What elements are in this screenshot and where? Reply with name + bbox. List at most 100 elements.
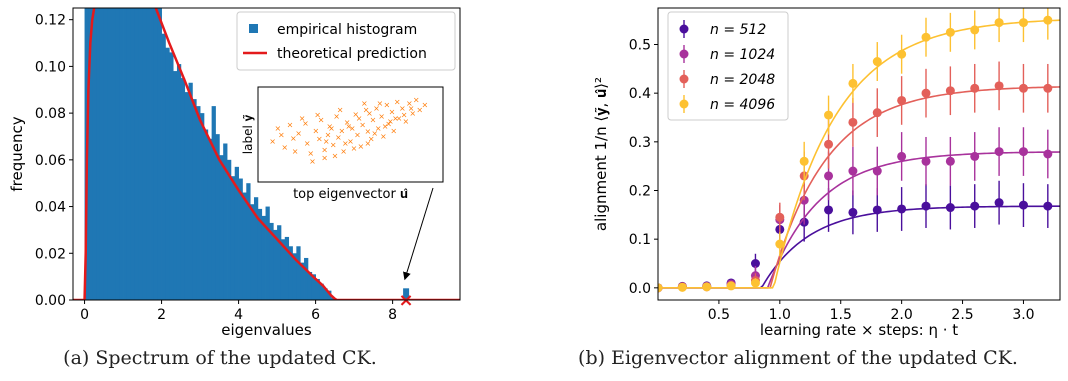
inset-point: × [304, 139, 311, 148]
histogram-bar [107, 8, 112, 300]
data-point [897, 95, 907, 105]
inset-point: × [361, 99, 368, 108]
caption-a: (a) Spectrum of the updated CK. [63, 347, 377, 369]
y-tick-label: 0.00 [35, 293, 66, 309]
histogram-bar [215, 134, 220, 300]
inset-point: × [413, 96, 420, 105]
data-point [921, 32, 931, 42]
inset-point: × [290, 134, 297, 143]
inset-point: × [422, 101, 429, 110]
histogram-bar [169, 52, 174, 300]
histogram-bar [223, 143, 228, 300]
data-point [994, 81, 1004, 91]
histogram-bar [234, 166, 239, 300]
data-point [921, 201, 931, 211]
data-point [872, 166, 882, 176]
histogram-bar [153, 8, 159, 300]
inset-point: × [321, 145, 328, 154]
histogram-bar [180, 78, 186, 300]
inset-point: × [278, 131, 285, 140]
inset-point: × [333, 112, 340, 121]
histogram-bar [203, 129, 209, 300]
legend-marker [679, 99, 689, 109]
data-point [848, 166, 858, 176]
x-tick-label: 8 [388, 307, 397, 323]
data-point [1043, 15, 1053, 25]
y-tick-label: 0.06 [35, 153, 66, 169]
data-point [921, 88, 931, 98]
histogram-bar [219, 155, 224, 300]
data-point [658, 283, 663, 293]
data-point [1043, 83, 1053, 93]
data-point [824, 110, 834, 120]
data-point [921, 156, 931, 166]
inset-point: × [274, 124, 281, 133]
annotation-arrow [403, 187, 434, 281]
histogram-bar [230, 176, 236, 300]
data-point [872, 57, 882, 67]
inset-point: × [416, 106, 423, 115]
histogram-bar [288, 246, 293, 300]
x-tick-label: 2.0 [891, 307, 913, 323]
histogram-bar [269, 222, 274, 300]
histogram-bar [161, 33, 166, 300]
legend-label: n = 1024 [710, 47, 775, 63]
histogram-bar [327, 290, 332, 300]
histogram-bar [99, 8, 105, 300]
inset-point: × [409, 109, 416, 118]
histogram-bar [150, 8, 155, 300]
inset-point: × [364, 127, 371, 136]
histogram-bar [138, 8, 143, 300]
inset-point: × [396, 114, 403, 123]
data-point [970, 201, 980, 211]
histogram-bar [92, 8, 97, 300]
inset-point: × [269, 137, 276, 146]
data-point [848, 117, 858, 127]
inset-frame [257, 86, 444, 183]
y-tick-label: 0.10 [35, 59, 66, 75]
inset-point: × [344, 118, 351, 127]
inset-point: × [299, 114, 306, 123]
inset-point: × [380, 132, 387, 141]
inset-point: × [363, 106, 370, 115]
inset-point: × [375, 124, 382, 133]
histogram-bar [184, 92, 189, 300]
histogram-bar [253, 197, 259, 300]
inset-point: × [371, 129, 378, 138]
data-point [872, 108, 882, 118]
data-point [994, 147, 1004, 157]
histogram-bar [173, 71, 178, 300]
x-tick-label: 4 [234, 307, 243, 323]
histogram-bar [323, 288, 328, 300]
legend-label: n = 4096 [710, 97, 775, 113]
legend-label: n = 512 [710, 22, 766, 38]
data-point [897, 151, 907, 161]
histogram-bar [227, 159, 232, 300]
data-point [1018, 147, 1028, 157]
legend-marker [679, 24, 689, 34]
histogram-bar [196, 106, 201, 300]
inset-point: × [309, 157, 316, 166]
inset-point: × [354, 131, 361, 140]
inset-point: × [351, 144, 358, 153]
caption-b: (b) Eigenvector alignment of the updated… [578, 347, 1018, 369]
alignment-plot-area [658, 8, 1060, 293]
x-tick-label: 2.5 [951, 307, 973, 323]
legend-marker [679, 74, 689, 84]
inset-point: × [338, 126, 345, 135]
inset-point: × [347, 137, 354, 146]
data-point [994, 18, 1004, 28]
theory-curve [73, 8, 460, 300]
inset-point: × [314, 111, 321, 120]
histogram-panel: × 0 2 4 6 8 0.00 0.02 0.04 0.06 0.08 0.10 0.12 eigenv… [8, 7, 461, 339]
inset-point: × [330, 140, 337, 149]
axes-frame [72, 7, 461, 301]
histogram-bar [311, 274, 316, 300]
inset-point: × [408, 104, 415, 113]
data-point [677, 282, 687, 292]
histogram-plot-area [73, 8, 460, 300]
y-tick-label: 0.0 [629, 281, 651, 297]
histogram-bar [130, 8, 136, 300]
inset-point: × [399, 104, 406, 113]
data-point [897, 49, 907, 59]
